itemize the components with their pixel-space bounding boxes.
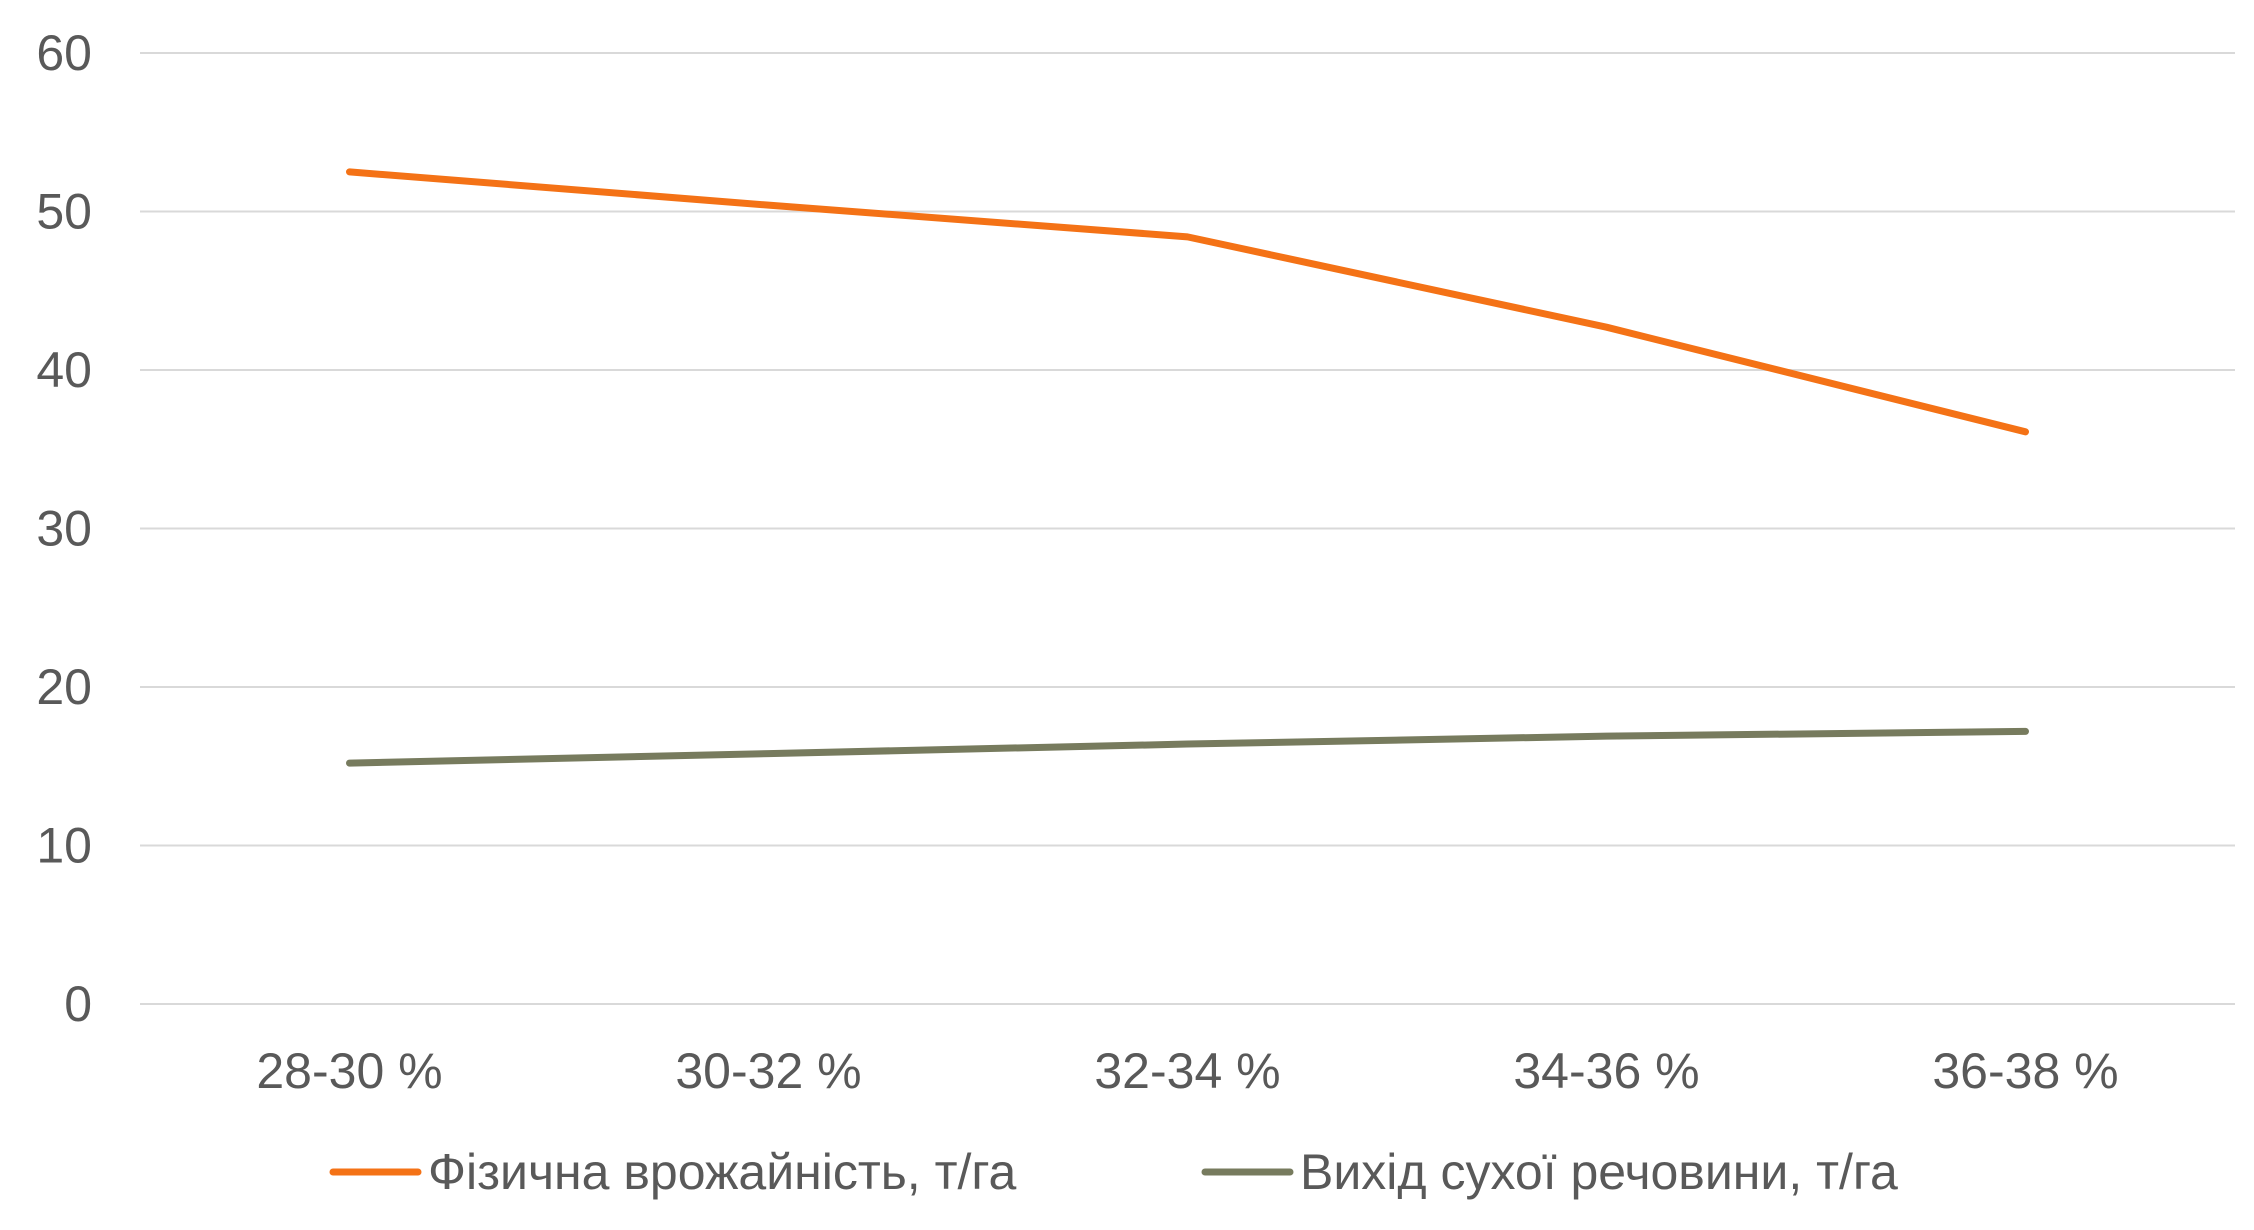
legend: Фізична врожайність, т/га Вихід сухої реч…	[329, 1144, 1898, 1200]
x-axis-tick-labels: 28-30 % 30-32 % 32-34 % 34-36 % 36-38 %	[256, 1043, 2118, 1099]
y-axis-tick-labels: 0 10 20 30 40 50 60	[36, 25, 92, 1032]
grid-lines	[140, 52, 2235, 1005]
y-tick-label: 20	[36, 659, 92, 715]
x-tick-label: 30-32 %	[675, 1043, 861, 1099]
x-tick-label: 34-36 %	[1513, 1043, 1699, 1099]
y-tick-label: 10	[36, 818, 92, 874]
y-tick-label: 30	[36, 501, 92, 557]
y-tick-label: 40	[36, 342, 92, 398]
x-tick-label: 36-38 %	[1932, 1043, 2118, 1099]
x-tick-label: 28-30 %	[256, 1043, 442, 1099]
legend-label-1: Фізична врожайність, т/га	[428, 1144, 1017, 1200]
y-tick-label: 0	[64, 976, 92, 1032]
series-line-1	[346, 168, 2029, 436]
series-line-2	[346, 727, 2029, 767]
x-tick-label: 32-34 %	[1094, 1043, 1280, 1099]
y-tick-label: 50	[36, 184, 92, 240]
series-lines	[346, 168, 2029, 767]
legend-label-2: Вихід сухої речовини, т/га	[1300, 1144, 1898, 1200]
y-tick-label: 60	[36, 25, 92, 81]
